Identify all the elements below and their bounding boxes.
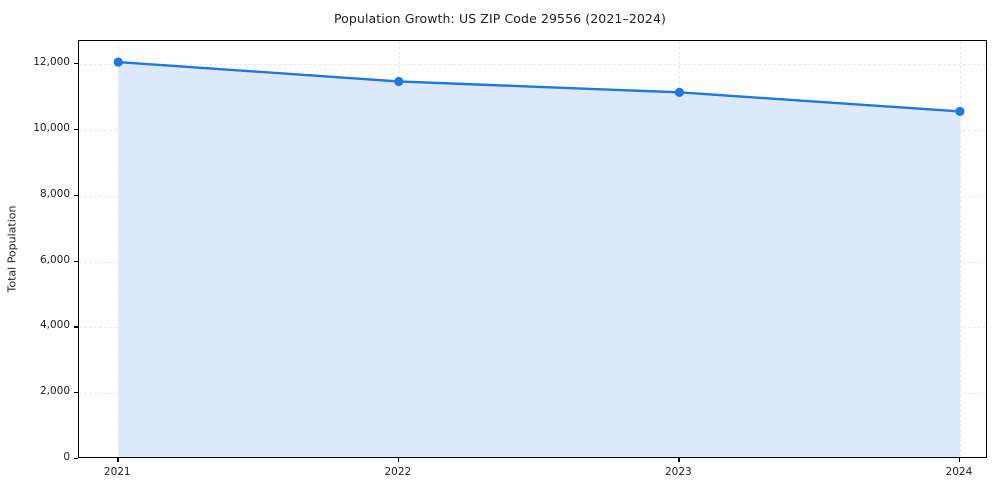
y-axis-tick-label: 12,000 [33, 56, 70, 69]
area-fill [118, 62, 960, 457]
x-axis-tick-label: 2023 [665, 466, 692, 478]
y-axis-tick-label: 0 [63, 451, 70, 463]
population-line-series: 2021: 12,060 2022: 11,470 2023: 11,140 2024… [113, 57, 965, 457]
data-point-marker[interactable]: 2021: 12,060 [113, 57, 123, 67]
gridline-horizontal [79, 64, 986, 66]
y-axis-label: Total Population [5, 205, 19, 293]
y-axis-tick-label: 2,000 [39, 385, 70, 398]
x-axis-tick-mark [397, 458, 400, 462]
y-axis-tick-label: 8,000 [39, 187, 70, 200]
y-axis-tick-mark [74, 260, 78, 262]
y-axis-tick-mark [74, 63, 78, 65]
data-point-marker[interactable]: 2022: 11,470 [394, 76, 404, 87]
x-axis-tick-label: 2022 [384, 466, 412, 478]
chart-title: Population Growth: US ZIP Code 29556 (20… [333, 11, 667, 26]
series-line [117, 60, 962, 113]
gridline-vertical [959, 41, 962, 457]
y-axis-tick-mark [74, 458, 78, 460]
y-axis-tick-mark [74, 326, 78, 328]
y-axis-tick-label: 10,000 [33, 121, 70, 134]
y-axis-tick-label: 6,000 [39, 253, 70, 266]
x-axis-tick-mark [117, 458, 119, 462]
plot-area: 2021: 12,060 2022: 11,470 2023: 11,140 2024… [78, 40, 987, 458]
data-point-marker[interactable]: 2023: 11,140 [674, 87, 684, 97]
data-point-marker[interactable]: 2024: 10,560 [955, 106, 965, 117]
y-axis-tick-mark [74, 194, 78, 196]
x-axis-tick-mark [678, 458, 680, 462]
y-axis-tick-mark [74, 128, 78, 131]
x-axis-tick-label: 2021 [103, 466, 131, 478]
x-axis-tick-label: 2024 [945, 466, 973, 478]
x-axis-tick-mark [958, 458, 961, 462]
y-axis-tick-label: 4,000 [39, 319, 70, 332]
y-axis-tick-mark [74, 392, 78, 394]
